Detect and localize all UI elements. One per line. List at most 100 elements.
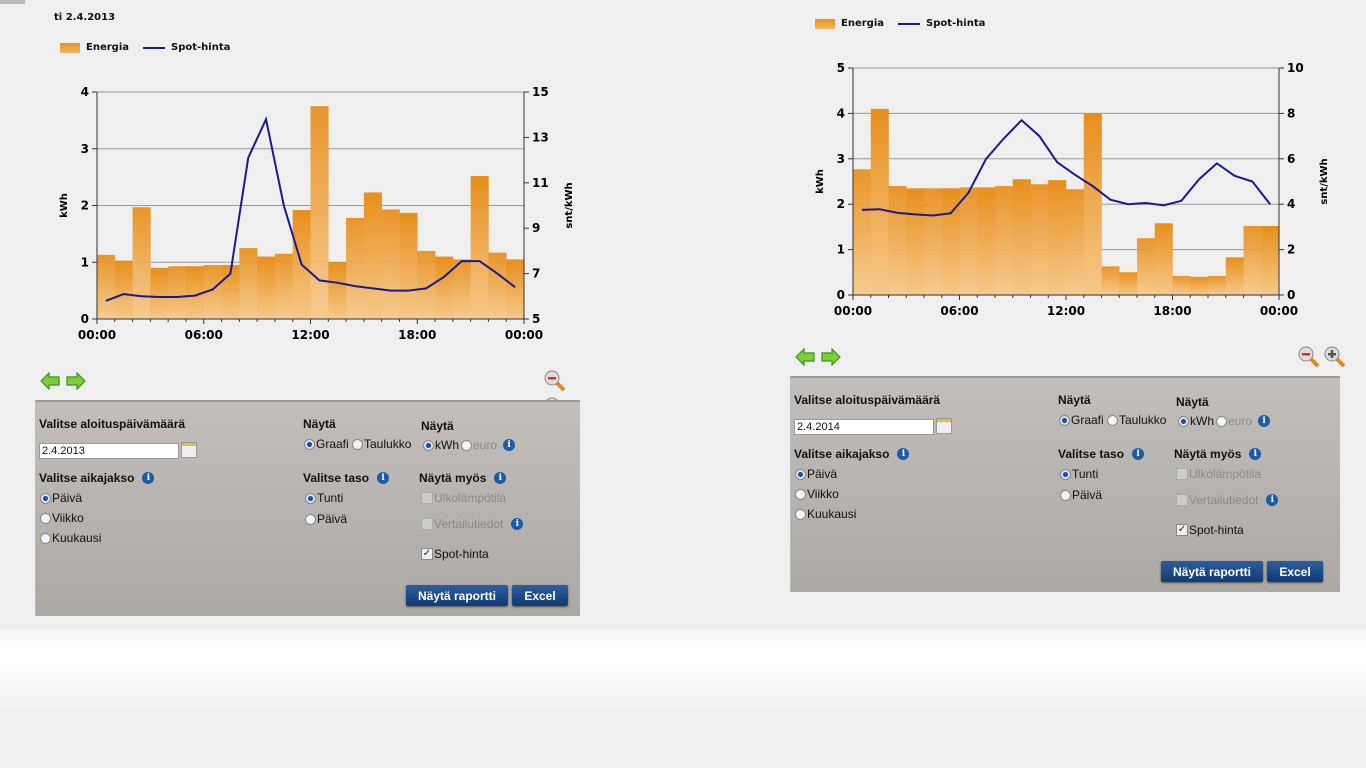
previous-arrow-icon[interactable]	[40, 371, 60, 391]
next-arrow-icon[interactable]	[821, 347, 841, 367]
checkbox-label: Vertailutiedot	[1189, 493, 1259, 507]
excel-button[interactable]: Excel	[512, 585, 568, 606]
unit-radio-kwh[interactable]: kWh	[423, 438, 459, 452]
y-tick-label: 0	[837, 288, 845, 302]
also-show-checkbox-2[interactable]: ✓ Spot-hinta	[1176, 523, 1244, 537]
radio-button[interactable]	[795, 508, 806, 520]
info-icon[interactable]: i	[1132, 448, 1145, 460]
y-tick-label: 0	[81, 312, 89, 326]
radio-label: Kuukausi	[807, 507, 857, 521]
y-tick-label: 1	[81, 255, 89, 269]
period-radio-1[interactable]: Viikko	[40, 511, 84, 525]
radio-button[interactable]	[305, 492, 316, 504]
period-radio-1[interactable]: Viikko	[795, 487, 839, 501]
y-axis-title: kWh	[815, 169, 826, 194]
radio-button[interactable]	[304, 438, 315, 450]
checkbox[interactable]: ✓	[1176, 524, 1188, 536]
zoom-in-icon[interactable]	[1324, 346, 1346, 368]
also-show-checkbox-1[interactable]: Vertailutiedot i	[1176, 493, 1279, 507]
level-radio-1[interactable]: Päivä	[305, 512, 347, 526]
unit-radio-euro[interactable]: euro i	[1216, 414, 1271, 428]
energy-chart-2014: 0 1 2 3 4 5 0 2 4 6 8 10 00:00 06:00 12:00 18:00 00:00 kW…	[815, 61, 1330, 318]
period-radio-0[interactable]: Päivä	[40, 491, 82, 505]
energy-bar	[1208, 275, 1227, 295]
period-radio-2[interactable]: Kuukausi	[795, 507, 856, 521]
radio-button[interactable]	[1060, 468, 1071, 480]
radio-label: Päivä	[807, 467, 838, 481]
level-radio-1[interactable]: Päivä	[1060, 488, 1102, 502]
info-icon[interactable]: i	[1249, 448, 1262, 460]
period-radio-2[interactable]: Kuukausi	[40, 531, 101, 545]
energy-bar	[310, 106, 329, 319]
info-icon[interactable]: i	[377, 472, 390, 484]
info-icon[interactable]: i	[1258, 415, 1271, 427]
also-show-checkbox-1[interactable]: Vertailutiedot i	[421, 517, 524, 531]
also-show-checkbox-0[interactable]: Ulkolämpötila	[421, 491, 506, 505]
radio-button[interactable]	[461, 439, 472, 451]
period-radio-0[interactable]: Päivä	[795, 467, 837, 481]
view-radio-1[interactable]: Taulukko	[1107, 413, 1166, 427]
calendar-icon[interactable]	[936, 418, 952, 434]
energy-bar	[452, 259, 471, 319]
info-icon[interactable]: i	[142, 472, 155, 484]
also-show-checkbox-0[interactable]: Ulkolämpötila	[1176, 467, 1261, 481]
level-radio-0[interactable]: Tunti	[1060, 467, 1098, 481]
info-icon[interactable]: i	[494, 472, 507, 484]
y2-tick-label: 13	[532, 130, 549, 144]
unit-radio-euro[interactable]: euro i	[461, 438, 516, 452]
radio-button[interactable]	[1060, 489, 1071, 501]
radio-button[interactable]	[1107, 414, 1118, 426]
show-report-button[interactable]: Näytä raportti	[406, 585, 508, 606]
checkbox[interactable]	[421, 518, 433, 530]
also-show-label: Näytä myös	[419, 471, 487, 485]
info-icon[interactable]: i	[897, 448, 910, 460]
also-show-checkbox-2[interactable]: ✓ Spot-hinta	[421, 547, 489, 561]
energy-bar	[132, 207, 151, 319]
spot-price-line	[105, 116, 516, 302]
checkbox[interactable]	[1176, 468, 1188, 480]
radio-label: Graafi	[1071, 413, 1104, 427]
radio-button[interactable]	[40, 532, 51, 544]
excel-button[interactable]: Excel	[1267, 561, 1323, 582]
radio-button[interactable]	[40, 492, 51, 504]
info-icon[interactable]: i	[503, 439, 516, 451]
radio-button[interactable]	[352, 438, 363, 450]
view-radio-0[interactable]: Graafi	[304, 437, 349, 451]
previous-arrow-icon[interactable]	[795, 347, 815, 367]
checkbox[interactable]: ✓	[421, 548, 433, 560]
radio-button[interactable]	[795, 468, 806, 480]
y2-tick-label: 6	[1287, 152, 1295, 166]
radio-button[interactable]	[1178, 415, 1189, 427]
next-arrow-icon[interactable]	[66, 371, 86, 391]
energy-bar	[977, 187, 996, 295]
radio-button[interactable]	[305, 513, 316, 525]
x-tick-label: 00:00	[834, 304, 872, 318]
energy-bar	[1083, 113, 1102, 296]
checkbox[interactable]	[421, 492, 433, 504]
radio-button[interactable]	[1216, 415, 1227, 427]
view-radio-0[interactable]: Graafi	[1059, 413, 1104, 427]
start-date-input[interactable]: 2.4.2013	[39, 443, 179, 459]
level-radio-0[interactable]: Tunti	[305, 491, 343, 505]
energy-bar	[185, 266, 205, 319]
energy-bar	[363, 192, 382, 319]
info-icon[interactable]: i	[1266, 494, 1279, 506]
zoom-out-icon[interactable]	[1298, 346, 1320, 368]
info-icon[interactable]: i	[511, 518, 524, 530]
radio-button[interactable]	[795, 488, 806, 500]
radio-button[interactable]	[40, 512, 51, 524]
calendar-icon[interactable]	[181, 442, 197, 458]
y2-axis-title: snt/kWh	[564, 182, 575, 228]
checkbox-label: Spot-hinta	[434, 547, 489, 561]
view-radio-1[interactable]: Taulukko	[352, 437, 411, 451]
radio-button[interactable]	[1059, 414, 1070, 426]
energy-bar	[257, 256, 276, 319]
unit-radio-kwh[interactable]: kWh	[1178, 414, 1214, 428]
show-report-button[interactable]: Näytä raportti	[1161, 561, 1263, 582]
zoom-out-icon[interactable]	[544, 370, 566, 392]
checkbox[interactable]	[1176, 494, 1188, 506]
period-heading: Valitse aikajakso i	[794, 447, 910, 461]
start-date-input[interactable]: 2.4.2014	[794, 419, 934, 435]
level-heading: Valitse taso i	[1058, 447, 1145, 461]
radio-button[interactable]	[423, 439, 434, 451]
